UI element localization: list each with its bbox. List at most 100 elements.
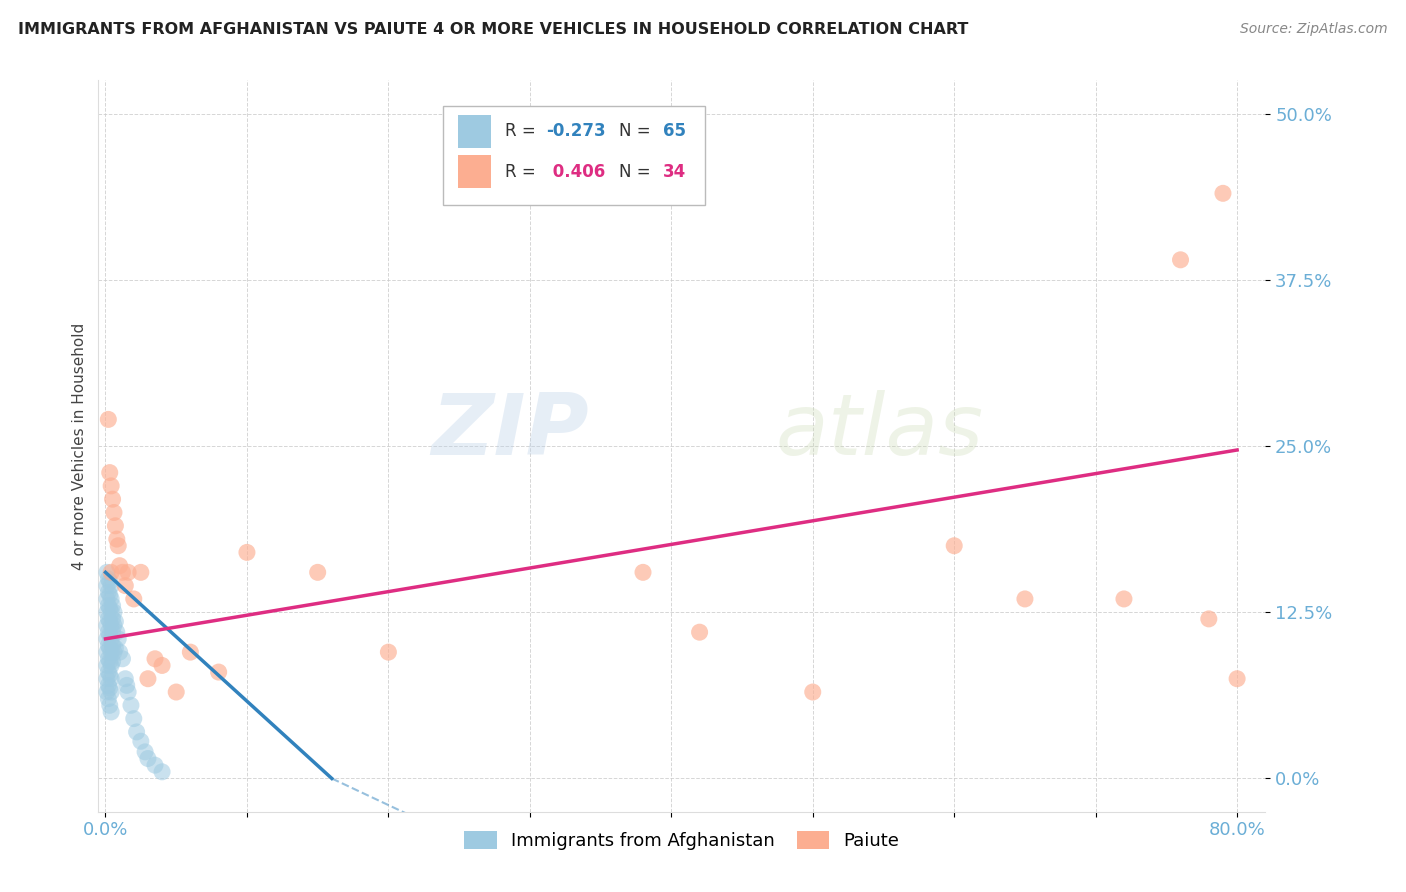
Point (1170, 252, 1192, 267)
FancyBboxPatch shape (443, 106, 706, 204)
Point (100, 705, 122, 719)
Point (97, 572, 120, 586)
Point (122, 712, 145, 726)
Point (101, 612, 124, 626)
Text: N =: N = (619, 122, 655, 140)
Text: IMMIGRANTS FROM AFGHANISTAN VS PAIUTE 4 OR MORE VEHICLES IN HOUSEHOLD CORRELATIO: IMMIGRANTS FROM AFGHANISTAN VS PAIUTE 4 … (18, 22, 969, 37)
Point (120, 698, 142, 713)
Point (100, 645, 122, 659)
Point (97, 599, 120, 613)
Point (1212, 186, 1234, 201)
Point (100, 579, 122, 593)
Point (98, 588, 121, 602)
Point (108, 645, 131, 659)
Point (96, 566, 118, 580)
Point (100, 566, 122, 580)
Point (943, 539, 966, 553)
Point (97, 665, 120, 679)
Point (125, 725, 148, 739)
Point (98, 681, 121, 695)
Point (107, 539, 129, 553)
Point (96, 579, 118, 593)
Point (97, 625, 120, 640)
Point (134, 745, 156, 759)
Point (96, 591, 118, 606)
Text: Source: ZipAtlas.com: Source: ZipAtlas.com (1240, 22, 1388, 37)
Point (129, 734, 152, 748)
Point (98, 698, 121, 713)
Point (96, 632, 118, 646)
Point (98, 655, 121, 669)
Point (1112, 591, 1135, 606)
Point (96, 685, 118, 699)
Text: 34: 34 (664, 162, 686, 181)
Point (377, 645, 399, 659)
Point (97, 412, 120, 426)
Point (97, 639, 120, 653)
Point (100, 658, 122, 673)
Point (136, 672, 159, 686)
Point (98, 641, 121, 656)
Point (98, 466, 121, 480)
Point (98, 628, 121, 642)
Point (105, 532, 128, 546)
Text: 0.406: 0.406 (547, 162, 605, 181)
Point (101, 639, 124, 653)
Point (97, 678, 120, 692)
Point (179, 645, 201, 659)
Point (1198, 612, 1220, 626)
Point (104, 615, 127, 629)
Point (96, 605, 118, 619)
Point (136, 751, 159, 765)
Point (107, 632, 129, 646)
Text: 65: 65 (664, 122, 686, 140)
Point (143, 758, 166, 772)
Point (96, 645, 118, 659)
Point (114, 579, 136, 593)
Point (101, 655, 124, 669)
Point (100, 685, 122, 699)
Point (98, 601, 121, 615)
Point (103, 618, 125, 632)
Point (150, 658, 173, 673)
Point (96, 658, 118, 673)
Point (104, 641, 127, 656)
Point (100, 618, 122, 632)
Point (117, 566, 139, 580)
Point (115, 678, 138, 692)
Point (689, 625, 711, 640)
Point (101, 599, 124, 613)
Y-axis label: 4 or more Vehicles in Household: 4 or more Vehicles in Household (72, 322, 87, 570)
Text: R =: R = (505, 122, 540, 140)
Point (98, 615, 121, 629)
Bar (458, 115, 491, 148)
Legend: Immigrants from Afghanistan, Paiute: Immigrants from Afghanistan, Paiute (457, 823, 907, 857)
Point (208, 665, 231, 679)
Point (111, 652, 134, 666)
Point (100, 672, 122, 686)
Point (96, 672, 118, 686)
Point (97, 652, 120, 666)
Bar (458, 155, 491, 188)
Point (165, 685, 187, 699)
Point (104, 518, 127, 533)
Text: -0.273: -0.273 (547, 122, 606, 140)
Point (101, 625, 124, 640)
Text: R =: R = (505, 162, 540, 181)
Point (100, 479, 122, 493)
Point (631, 566, 654, 580)
Text: ZIP: ZIP (430, 390, 589, 473)
Point (117, 685, 139, 699)
Point (100, 632, 122, 646)
Point (122, 591, 145, 606)
Point (129, 566, 152, 580)
Point (98, 667, 121, 681)
Point (103, 645, 125, 659)
Point (1014, 591, 1036, 606)
Point (98, 574, 121, 589)
Point (97, 612, 120, 626)
Point (114, 672, 136, 686)
Point (103, 506, 125, 520)
Point (97, 585, 120, 599)
Point (236, 545, 259, 559)
